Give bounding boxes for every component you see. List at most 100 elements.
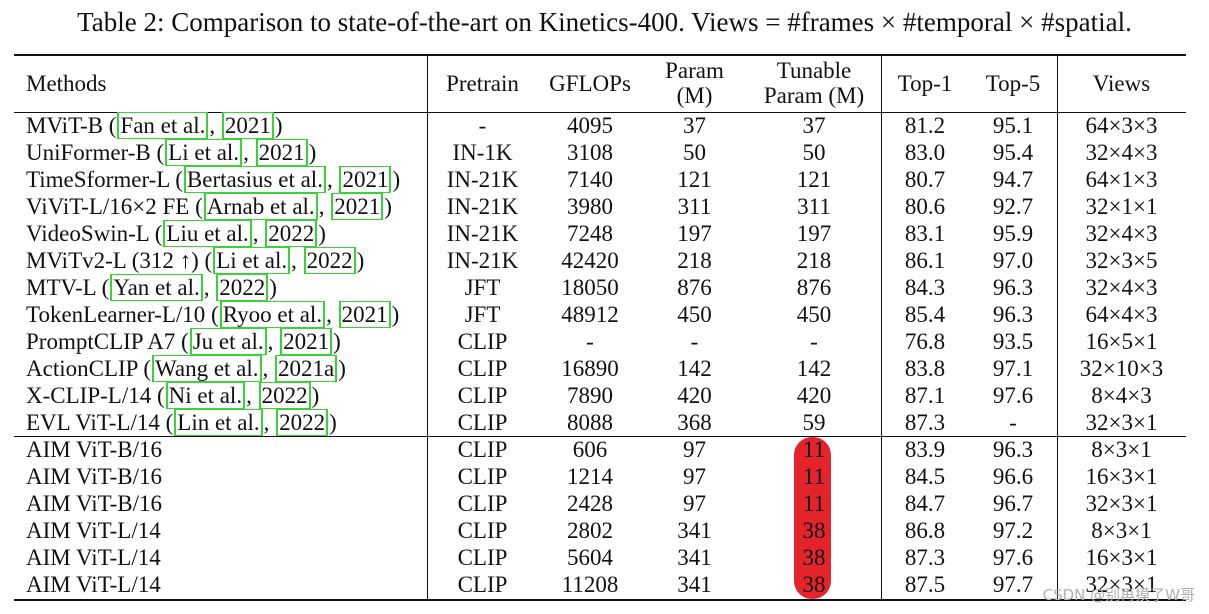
table-row: EVL ViT-L/14 (Lin et al., 2022) CLIP 8088 3… [14, 409, 1186, 436]
top5-cell: 96.3 [992, 302, 1034, 327]
top1-cell: 80.7 [904, 167, 946, 192]
top1-cell: 86.8 [904, 518, 946, 543]
citation-year-link[interactable]: 2021a [275, 355, 338, 382]
citation-author-link[interactable]: Wang et al. [152, 355, 262, 382]
pretrain-cell: CLIP [457, 437, 508, 462]
citation-separator: , [209, 113, 221, 138]
method-cell: AIM ViT-B/16 [26, 464, 163, 489]
views-cell: 32×4×3 [1085, 221, 1158, 246]
header-tunable-line1: Tunable [776, 58, 852, 83]
tunable-cell: 11 [802, 437, 826, 462]
views-cell: 32×3×1 [1085, 491, 1158, 516]
param-cell: 341 [677, 518, 712, 543]
citation-year-link[interactable]: 2021 [338, 301, 391, 328]
tunable-cell: 11 [802, 464, 826, 489]
gflops-cell: 2428 [567, 491, 613, 516]
top5-cell: 96.3 [992, 437, 1034, 462]
citation-year-link[interactable]: 2021 [339, 166, 392, 193]
top5-cell: 95.4 [992, 140, 1034, 165]
method-name: PromptCLIP A7 ( [26, 329, 189, 354]
gflops-cell: 7248 [567, 221, 613, 246]
method-name: X-CLIP-L/14 ( [26, 383, 165, 408]
param-cell: 121 [677, 167, 712, 192]
top1-cell: 80.6 [904, 194, 946, 219]
citation-year-link[interactable]: 2021 [331, 193, 384, 220]
citation-close: ) [384, 194, 392, 219]
table-row: MViTv2-L (312 ↑) (Li et al., 2022) IN-21K… [14, 247, 1186, 274]
param-cell: 368 [677, 410, 712, 435]
tunable-cell: 59 [802, 410, 826, 435]
pretrain-cell: CLIP [457, 464, 508, 489]
top1-cell: 87.3 [904, 410, 946, 435]
views-cell: 64×3×3 [1085, 113, 1158, 138]
header-top5: Top-5 [985, 70, 1041, 96]
citation-separator: , [263, 410, 276, 435]
method-name: MViT-B ( [26, 113, 117, 138]
column-divider [427, 56, 428, 599]
citation-year-link[interactable]: 2021 [280, 328, 333, 355]
method-cell: X-CLIP-L/14 (Ni et al., 2022) [14, 382, 427, 409]
table-row: MViT-B (Fan et al., 2021) - 4095 37 37 81.2 95… [14, 112, 1186, 139]
pretrain-cell: CLIP [457, 410, 508, 435]
citation-separator: , [203, 275, 216, 300]
gflops-cell: 18050 [561, 275, 619, 300]
citation-year-link[interactable]: 2021 [221, 112, 274, 139]
tunable-cell: 38 [802, 518, 826, 543]
header-param-line1: Param [665, 58, 724, 83]
citation-close: ) [311, 383, 320, 408]
gflops-cell: 11208 [561, 572, 619, 597]
header-top1: Top-1 [897, 70, 953, 96]
gflops-cell: 3980 [567, 194, 613, 219]
aim-table-row: AIM ViT-L/14 CLIP 11208 341 38 87.5 97.7 32×3×1 [14, 571, 1186, 598]
aim-rows: AIM ViT-B/16 CLIP 606 97 11 83.9 96.3 8×3×1 AIM … [14, 436, 1186, 598]
citation-year-link[interactable]: 2022 [303, 247, 356, 274]
column-divider [881, 56, 882, 599]
top5-cell: - [1009, 410, 1017, 435]
citation-year-link[interactable]: 2022 [258, 382, 311, 409]
citation-separator: , [291, 248, 303, 273]
pretrain-cell: JFT [464, 302, 501, 327]
citation-author-link[interactable]: Lin et al. [174, 409, 263, 436]
citation-year-link[interactable]: 2021 [255, 139, 308, 166]
views-cell: 32×10×3 [1079, 356, 1164, 381]
top5-cell: 92.7 [992, 194, 1034, 219]
method-cell: AIM ViT-B/16 [26, 437, 163, 462]
tunable-cell: 121 [796, 167, 832, 192]
tunable-cell: 11 [802, 491, 826, 516]
citation-separator: , [252, 221, 265, 246]
citation-year-link[interactable]: 2022 [216, 274, 269, 301]
top1-cell: 84.3 [904, 275, 946, 300]
pretrain-cell: IN-21K [446, 221, 519, 246]
citation-separator: , [326, 167, 339, 192]
citation-author-link[interactable]: Fan et al. [117, 112, 209, 139]
tunable-cell: 142 [796, 356, 832, 381]
citation-author-link[interactable]: Bertasius et al. [183, 166, 326, 193]
param-cell: 50 [683, 140, 706, 165]
gflops-cell: 42420 [561, 248, 619, 273]
citation-author-link[interactable]: Ni et al. [165, 382, 246, 409]
citation-year-link[interactable]: 2022 [265, 220, 318, 247]
citation-author-link[interactable]: Ju et al. [189, 328, 267, 355]
method-cell: ActionCLIP (Wang et al., 2021a) [14, 355, 427, 382]
citation-separator: , [262, 356, 275, 381]
citation-author-link[interactable]: Yan et al. [110, 274, 203, 301]
citation-author-link[interactable]: Li et al. [165, 139, 243, 166]
aim-table-row: AIM ViT-L/14 CLIP 5604 341 38 87.3 97.6 16×3×1 [14, 544, 1186, 571]
citation-author-link[interactable]: Arnab et al. [203, 193, 318, 220]
citation-close: ) [308, 140, 317, 165]
tunable-highlight [794, 437, 831, 599]
citation-author-link[interactable]: Liu et al. [163, 220, 252, 247]
tunable-cell: - [810, 329, 818, 354]
citation-author-link[interactable]: Ryoo et al. [219, 301, 326, 328]
param-cell: - [690, 329, 699, 354]
param-cell: 876 [677, 275, 712, 300]
method-name: MTV-L ( [26, 275, 110, 300]
citation-year-link[interactable]: 2022 [276, 409, 329, 436]
citation-author-link[interactable]: Li et al. [213, 247, 291, 274]
views-cell: 64×4×3 [1085, 302, 1158, 327]
tunable-cell: 218 [796, 248, 832, 273]
tunable-cell: 197 [796, 221, 832, 246]
top5-cell: 96.7 [992, 491, 1034, 516]
table-row: MTV-L (Yan et al., 2022) JFT 18050 876 876 84… [14, 274, 1186, 301]
table-row: ActionCLIP (Wang et al., 2021a) CLIP 16890… [14, 355, 1186, 382]
